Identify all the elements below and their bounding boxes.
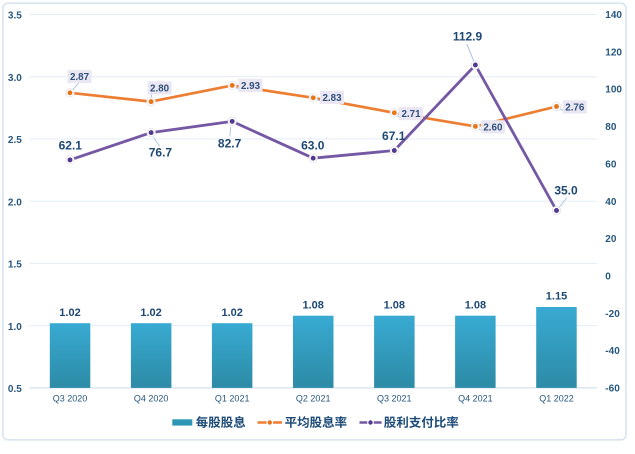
svg-text:Q2 2021: Q2 2021: [296, 393, 331, 403]
svg-text:62.1: 62.1: [59, 139, 83, 153]
svg-text:1.0: 1.0: [8, 322, 22, 333]
svg-text:Q1 2021: Q1 2021: [215, 393, 250, 403]
svg-text:40: 40: [605, 197, 617, 208]
svg-text:2.93: 2.93: [241, 81, 261, 92]
svg-text:-40: -40: [605, 346, 620, 357]
svg-text:0.5: 0.5: [8, 384, 22, 395]
svg-text:Q1 2022: Q1 2022: [539, 393, 574, 403]
svg-text:3.5: 3.5: [8, 11, 22, 22]
svg-text:2.87: 2.87: [70, 72, 90, 83]
svg-text:76.7: 76.7: [149, 145, 173, 159]
svg-text:100: 100: [605, 85, 622, 96]
svg-text:Q3 2021: Q3 2021: [377, 393, 412, 403]
svg-text:20: 20: [605, 234, 617, 245]
svg-text:35.0: 35.0: [554, 184, 578, 198]
svg-text:120: 120: [605, 47, 622, 58]
svg-text:1.08: 1.08: [465, 299, 486, 311]
svg-text:112.9: 112.9: [453, 29, 483, 43]
svg-text:2.71: 2.71: [401, 109, 421, 120]
svg-text:Q4 2020: Q4 2020: [134, 393, 169, 403]
svg-text:1.02: 1.02: [221, 307, 242, 319]
svg-text:82.7: 82.7: [218, 137, 242, 151]
svg-text:1.5: 1.5: [8, 260, 22, 271]
svg-text:140: 140: [605, 10, 622, 21]
svg-text:1.02: 1.02: [140, 307, 161, 319]
svg-text:3.0: 3.0: [8, 73, 22, 84]
svg-text:2.5: 2.5: [8, 135, 22, 146]
svg-text:-60: -60: [605, 384, 620, 395]
svg-text:0: 0: [605, 271, 611, 282]
svg-text:2.0: 2.0: [8, 197, 22, 208]
svg-text:67.1: 67.1: [382, 129, 406, 143]
svg-text:1.02: 1.02: [59, 307, 80, 319]
svg-text:2.83: 2.83: [322, 93, 342, 104]
svg-text:Q3 2020: Q3 2020: [53, 393, 88, 403]
svg-text:63.0: 63.0: [301, 139, 325, 153]
svg-text:60: 60: [605, 159, 617, 170]
svg-text:1.08: 1.08: [302, 299, 323, 311]
svg-text:80: 80: [605, 122, 617, 133]
svg-text:2.80: 2.80: [150, 83, 170, 94]
svg-text:1.08: 1.08: [384, 299, 405, 311]
svg-text:Q4 2021: Q4 2021: [458, 393, 493, 403]
svg-text:2.76: 2.76: [565, 103, 585, 114]
svg-text:2.60: 2.60: [483, 122, 503, 133]
svg-text:1.15: 1.15: [546, 291, 567, 303]
svg-text:-20: -20: [605, 309, 620, 320]
